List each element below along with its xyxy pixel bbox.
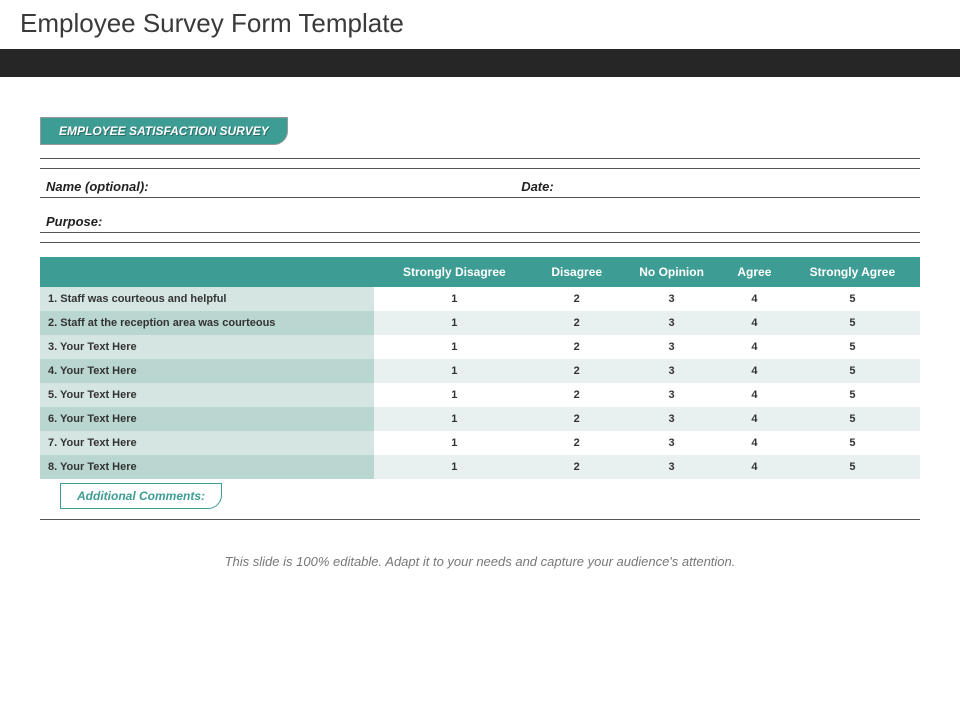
dark-strip [0,49,960,77]
rating-cell[interactable]: 5 [785,311,920,335]
rating-cell[interactable]: 4 [724,359,785,383]
rating-cell[interactable]: 1 [374,287,534,311]
question-cell: 5. Your Text Here [40,383,374,407]
col-header: Agree [724,257,785,287]
rating-cell[interactable]: 5 [785,407,920,431]
rating-cell[interactable]: 1 [374,407,534,431]
footer-note: This slide is 100% editable. Adapt it to… [40,554,920,569]
rating-cell[interactable]: 1 [374,311,534,335]
rating-cell[interactable]: 4 [724,311,785,335]
table-row: 6. Your Text Here12345 [40,407,920,431]
table-row: 5. Your Text Here12345 [40,383,920,407]
page-title: Employee Survey Form Template [0,0,960,49]
post-purpose-rule [40,233,920,243]
rating-cell[interactable]: 4 [724,335,785,359]
rating-cell[interactable]: 1 [374,359,534,383]
col-header: Disagree [534,257,619,287]
rating-cell[interactable]: 3 [619,383,724,407]
question-cell: 4. Your Text Here [40,359,374,383]
table-row: 1. Staff was courteous and helpful12345 [40,287,920,311]
survey-header-tab: EMPLOYEE SATISFACTION SURVEY [40,117,288,145]
table-row: 8. Your Text Here12345 [40,455,920,479]
rating-cell[interactable]: 5 [785,383,920,407]
date-label: Date: [515,179,920,194]
rating-cell[interactable]: 3 [619,311,724,335]
table-header-row: Strongly Disagree Disagree No Opinion Ag… [40,257,920,287]
col-header: No Opinion [619,257,724,287]
question-cell: 1. Staff was courteous and helpful [40,287,374,311]
content-area: EMPLOYEE SATISFACTION SURVEY Name (optio… [0,77,960,569]
question-cell: 3. Your Text Here [40,335,374,359]
table-row: 2. Staff at the reception area was court… [40,311,920,335]
rating-cell[interactable]: 2 [534,431,619,455]
rating-cell[interactable]: 1 [374,383,534,407]
rating-cell[interactable]: 5 [785,455,920,479]
purpose-label: Purpose: [40,214,102,229]
table-row: 4. Your Text Here12345 [40,359,920,383]
question-cell: 8. Your Text Here [40,455,374,479]
rating-cell[interactable]: 2 [534,455,619,479]
table-row: 7. Your Text Here12345 [40,431,920,455]
rating-cell[interactable]: 4 [724,431,785,455]
rating-cell[interactable]: 2 [534,359,619,383]
rating-cell[interactable]: 1 [374,455,534,479]
rating-cell[interactable]: 4 [724,287,785,311]
rating-cell[interactable]: 3 [619,455,724,479]
col-header: Strongly Disagree [374,257,534,287]
question-cell: 6. Your Text Here [40,407,374,431]
rating-cell[interactable]: 5 [785,287,920,311]
question-header [40,257,374,287]
rating-cell[interactable]: 3 [619,335,724,359]
rating-cell[interactable]: 4 [724,455,785,479]
rating-cell[interactable]: 2 [534,407,619,431]
rating-cell[interactable]: 2 [534,383,619,407]
comments-tab: Additional Comments: [60,483,222,509]
rating-cell[interactable]: 3 [619,359,724,383]
rating-cell[interactable]: 2 [534,311,619,335]
name-date-row: Name (optional): Date: [40,169,920,198]
rating-cell[interactable]: 4 [724,383,785,407]
rating-cell[interactable]: 2 [534,287,619,311]
header-rules [40,149,920,169]
name-label: Name (optional): [40,179,515,194]
rating-cell[interactable]: 5 [785,335,920,359]
rating-cell[interactable]: 2 [534,335,619,359]
question-cell: 7. Your Text Here [40,431,374,455]
comments-rule [40,519,920,520]
purpose-row: Purpose: [40,204,920,233]
rating-cell[interactable]: 1 [374,335,534,359]
rating-cell[interactable]: 3 [619,407,724,431]
question-cell: 2. Staff at the reception area was court… [40,311,374,335]
rating-cell[interactable]: 1 [374,431,534,455]
rating-cell[interactable]: 3 [619,431,724,455]
rating-cell[interactable]: 4 [724,407,785,431]
table-row: 3. Your Text Here12345 [40,335,920,359]
rating-cell[interactable]: 3 [619,287,724,311]
col-header: Strongly Agree [785,257,920,287]
rating-cell[interactable]: 5 [785,359,920,383]
survey-table: Strongly Disagree Disagree No Opinion Ag… [40,257,920,479]
rating-cell[interactable]: 5 [785,431,920,455]
